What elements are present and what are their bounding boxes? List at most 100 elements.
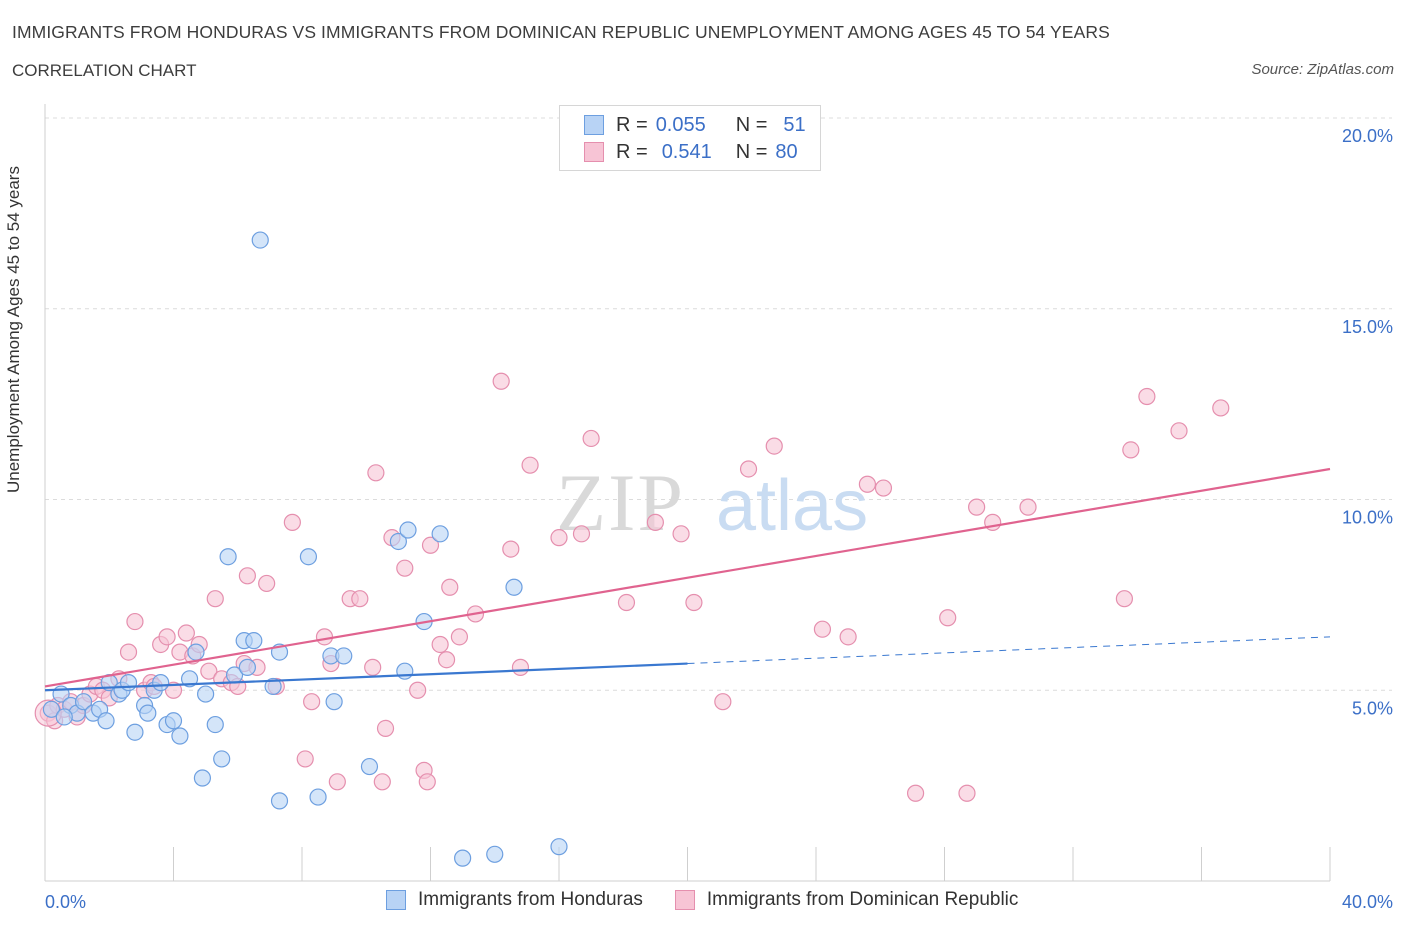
point-dominican: [421, 536, 440, 554]
point-honduras: [389, 532, 407, 551]
legend-r-value: 0.541: [661, 140, 712, 163]
point-dominican: [968, 498, 986, 516]
point-dominican: [158, 628, 176, 646]
point-dominican: [376, 719, 395, 738]
point-dominican: [1138, 387, 1156, 406]
point-dominican: [177, 624, 195, 642]
trend-line-dominican: [44, 467, 1331, 688]
point-dominican: [409, 681, 427, 699]
y-tick-label: 10.0%: [1342, 508, 1393, 528]
point-dominican: [437, 651, 456, 669]
points-honduras: [42, 231, 568, 867]
point-dominican: [367, 464, 385, 482]
point-honduras: [139, 704, 157, 722]
point-dominican: [418, 773, 436, 791]
point-dominican: [164, 681, 183, 699]
point-dominican: [441, 578, 459, 596]
point-dominican: [874, 479, 893, 497]
point-dominican: [502, 540, 520, 558]
legend-swatch-blue: [584, 115, 604, 135]
y-axis-label: Unemployment Among Ages 45 to 54 years: [4, 166, 23, 493]
point-honduras: [42, 700, 61, 718]
point-honduras: [74, 693, 93, 711]
point-dominican: [813, 620, 832, 638]
point-honduras: [55, 708, 73, 726]
point-honduras: [251, 231, 269, 249]
legend-label-dominican: Immigrants from Dominican Republic: [706, 889, 1019, 910]
point-dominican: [303, 693, 321, 711]
point-honduras: [505, 578, 523, 596]
point-dominican: [582, 429, 600, 448]
point-honduras: [213, 750, 231, 768]
point-honduras: [152, 674, 170, 692]
point-honduras: [325, 693, 343, 711]
point-dominican: [646, 513, 664, 531]
point-dominican: [315, 628, 334, 646]
point-dominican: [206, 590, 224, 608]
point-dominican: [906, 784, 925, 802]
point-dominican: [617, 593, 636, 612]
chart-subtitle: CORRELATION CHART: [12, 61, 197, 80]
point-honduras: [180, 670, 199, 688]
point-honduras: [486, 845, 504, 863]
point-dominican: [714, 693, 732, 711]
point-honduras: [219, 548, 237, 566]
point-honduras: [360, 757, 379, 776]
correlation-legend: R = 0.055 N = 51 R = 0.541 N = 80: [559, 105, 821, 171]
point-dominican: [1115, 590, 1134, 608]
point-dominican: [550, 529, 568, 547]
y-tick-label: 20.0%: [1342, 126, 1393, 146]
point-dominican: [364, 658, 382, 676]
legend-r-value: 0.055: [655, 113, 706, 136]
point-dominican: [685, 593, 703, 612]
x-tick-label: 0.0%: [45, 892, 86, 912]
watermark: ZIP atlas: [556, 457, 868, 548]
point-dominican: [283, 513, 301, 531]
legend-row-dominican: R = 0.541 N = 80: [584, 139, 798, 165]
x-tick-label: 40.0%: [1342, 892, 1393, 912]
legend-swatch-dominican: [674, 890, 695, 910]
point-dominican: [958, 784, 976, 802]
legend-n-value: 51: [783, 113, 806, 136]
point-honduras: [164, 712, 183, 730]
point-dominican: [939, 609, 957, 627]
point-dominican: [431, 635, 449, 654]
tick-labels: 5.0% 10.0% 15.0% 20.0% 0.0% 40.0%: [45, 126, 1393, 912]
point-honduras: [270, 792, 289, 810]
point-dominican: [839, 628, 857, 646]
series-legend: Immigrants from Honduras Immigrants from…: [386, 889, 1018, 911]
point-honduras: [309, 788, 327, 806]
point-honduras: [550, 838, 568, 856]
point-honduras: [238, 658, 256, 676]
point-honduras: [399, 521, 417, 539]
legend-n-label: N =: [735, 113, 768, 136]
legend-swatch-honduras: [386, 890, 406, 910]
point-dominican: [258, 574, 276, 593]
points-dominican-republic: [34, 372, 1230, 802]
point-honduras: [197, 685, 215, 703]
point-dominican: [1212, 399, 1230, 417]
point-dominican: [521, 456, 539, 474]
chart-title: IMMIGRANTS FROM HONDURAS VS IMMIGRANTS F…: [12, 22, 1110, 42]
point-dominican: [119, 643, 138, 661]
point-dominican: [296, 750, 314, 768]
point-honduras: [119, 674, 138, 692]
point-dominican: [238, 567, 256, 585]
point-dominican: [572, 525, 591, 543]
point-dominican: [200, 662, 218, 680]
point-dominican: [739, 460, 758, 478]
point-dominican: [126, 612, 144, 631]
point-honduras: [206, 715, 224, 734]
point-dominican: [858, 475, 877, 493]
axes: [44, 104, 1331, 882]
point-dominican: [328, 773, 346, 791]
trend-lines: [44, 467, 1331, 692]
point-dominican: [511, 658, 530, 676]
trend-line-honduras: [44, 662, 688, 692]
y-tick-label: 5.0%: [1352, 698, 1393, 718]
legend-n-value: 80: [775, 140, 798, 163]
point-honduras: [126, 723, 144, 741]
y-tick-label: 15.0%: [1342, 317, 1393, 337]
point-dominican: [1122, 441, 1140, 459]
point-dominican: [351, 590, 369, 608]
